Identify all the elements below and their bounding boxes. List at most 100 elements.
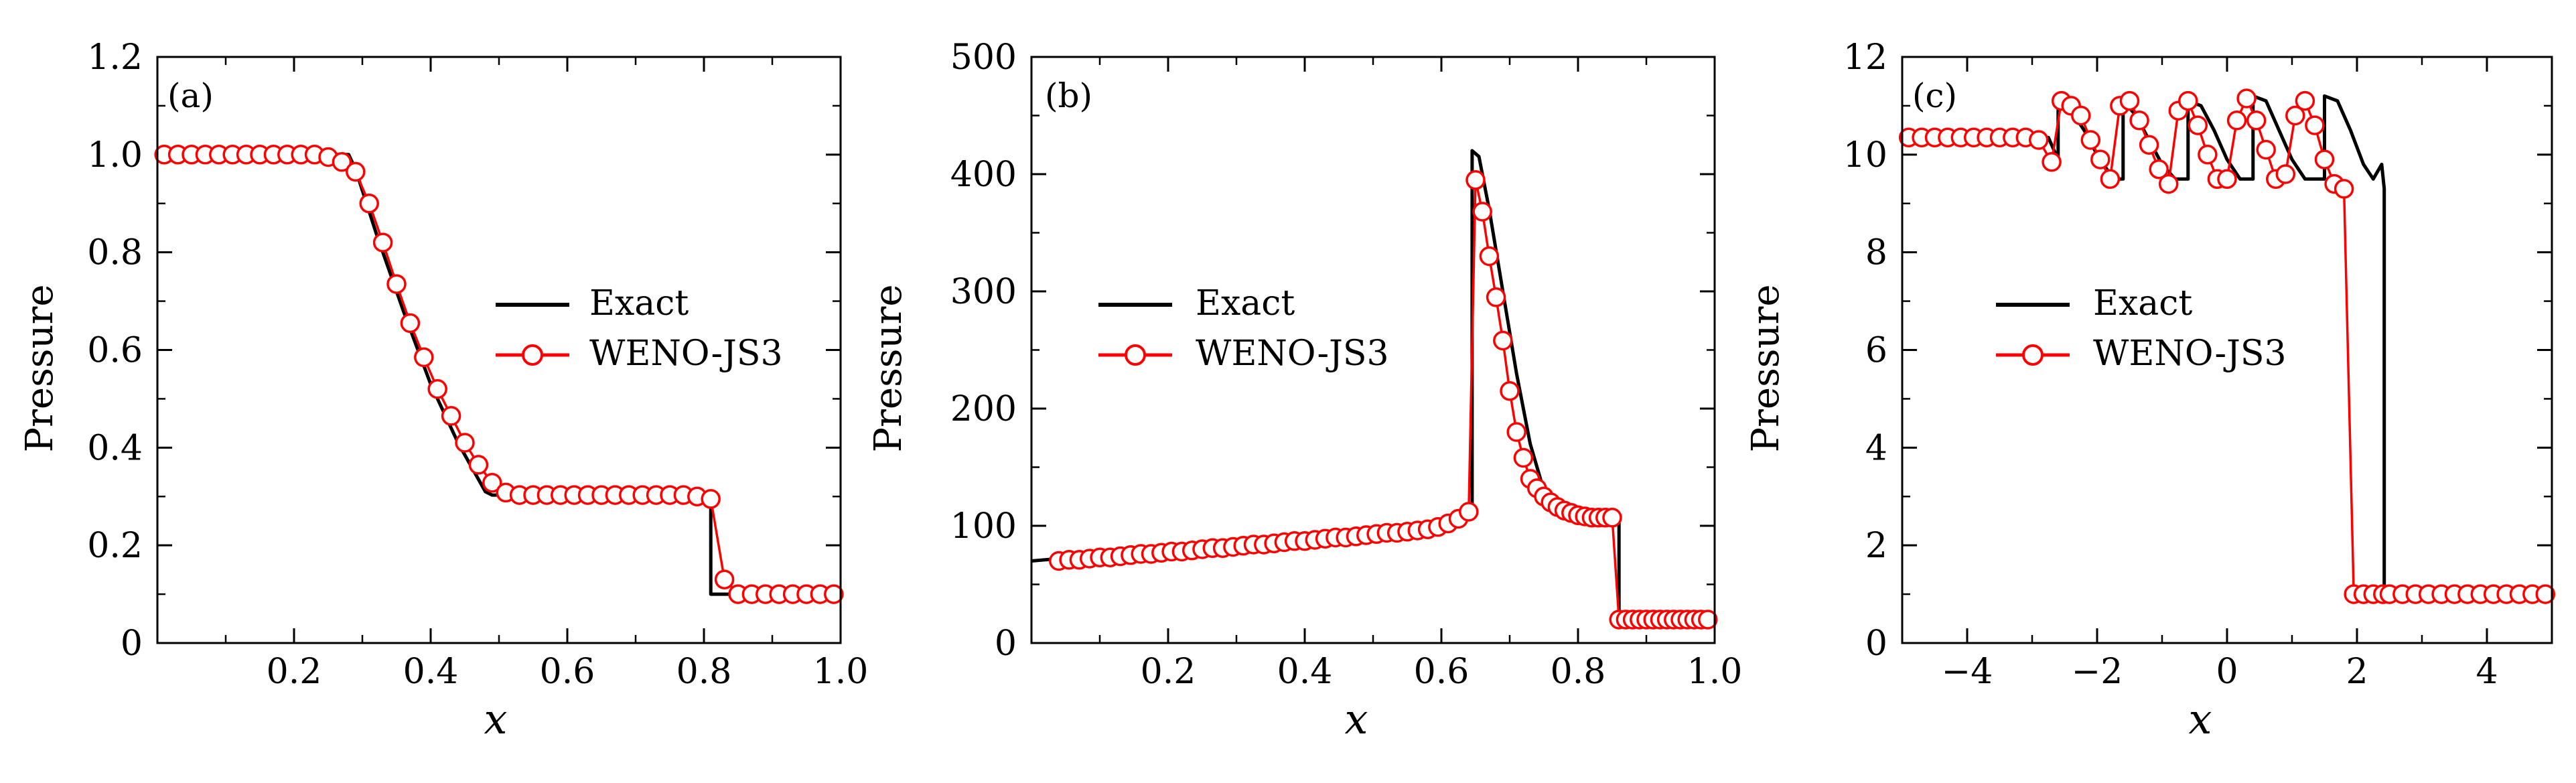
panel-a-xtick-label: 0.6 bbox=[540, 652, 595, 692]
panel-c-ylabel: Pressure bbox=[1744, 284, 1788, 452]
panel-c-weno-point bbox=[2217, 169, 2237, 190]
panel-b-weno-point bbox=[1506, 422, 1526, 442]
panel-c-weno-point bbox=[2119, 90, 2140, 111]
panel-c-weno-point bbox=[2090, 149, 2110, 169]
panel-c-weno-point bbox=[2236, 88, 2257, 109]
panel-b-weno-point bbox=[1479, 246, 1500, 267]
panel-b-legend-weno-marker bbox=[1125, 344, 1146, 366]
panel-a-weno-point bbox=[441, 406, 461, 426]
panel-a-series-weno-points bbox=[154, 145, 844, 604]
panel-a-weno-point bbox=[701, 489, 721, 509]
panel-a-weno-point bbox=[455, 433, 475, 453]
panel-a-series-weno-line bbox=[164, 153, 834, 595]
panel-c-xtick-label: 0 bbox=[2216, 652, 2238, 692]
panel-a-xtick-label: 0.8 bbox=[676, 652, 732, 692]
panel-b-ytick-label: 0 bbox=[995, 624, 1017, 664]
panel-c-weno-point bbox=[2178, 90, 2198, 111]
panel-a: (a) x Pressure Exact WENO-JS3 0.2 0.4 0.6 0… bbox=[18, 38, 868, 743]
panel-b-weno-point bbox=[1493, 330, 1513, 351]
panel-b-legend bbox=[1098, 303, 1172, 366]
panel-c-weno-point bbox=[2305, 115, 2325, 135]
panel-c-xtick-label: 4 bbox=[2476, 652, 2498, 692]
panel-b-ytick-label: 200 bbox=[950, 389, 1017, 429]
panel-c-weno-point bbox=[2028, 130, 2049, 150]
panel-c-weno-point bbox=[2314, 149, 2335, 169]
panel-c-legend-weno-marker bbox=[2022, 344, 2044, 366]
panel-a-xtick-label: 0.4 bbox=[403, 652, 459, 692]
panel-a-ytick-label: 0.8 bbox=[87, 233, 143, 273]
panel-b-xtick-label: 1.0 bbox=[1687, 652, 1743, 692]
panel-c-weno-point bbox=[2334, 179, 2354, 199]
panel-b-weno-point bbox=[1602, 508, 1622, 528]
panel-b-weno-point bbox=[1486, 287, 1506, 307]
panel-c-weno-point bbox=[2139, 135, 2159, 155]
panel-a-weno-point bbox=[332, 152, 352, 172]
panel-c-label: (c) bbox=[1912, 76, 1957, 115]
panel-c-series-weno-points bbox=[1898, 88, 2556, 604]
panel-a-ytick-label: 0.2 bbox=[87, 526, 143, 566]
panel-a-weno-point bbox=[346, 161, 366, 182]
panel-b-weno-point bbox=[1698, 610, 1718, 630]
panel-c-xtick-label: −2 bbox=[2072, 652, 2123, 692]
panel-a-ytick-label: 1.2 bbox=[87, 38, 143, 78]
panel-c-legend-exact-label: Exact bbox=[2093, 283, 2192, 324]
panel-a-weno-point bbox=[468, 455, 489, 475]
panel-a-ytick-label: 0.4 bbox=[87, 428, 143, 468]
panel-b-axes-frame bbox=[1030, 56, 1716, 644]
panel-a-ticks: 0.2 0.4 0.6 0.8 1.0 0 0.2 0.4 0.6 0.8 1.0 1.2 bbox=[87, 38, 868, 692]
panel-c-weno-point bbox=[2275, 164, 2296, 184]
panel-a-weno-point bbox=[482, 473, 502, 493]
panel-a-legend-exact-label: Exact bbox=[589, 283, 689, 324]
panel-c-xtick-label: 2 bbox=[2346, 652, 2368, 692]
panel-c-ytick-label: 0 bbox=[1865, 624, 1887, 664]
panel-a-ytick-label: 1.0 bbox=[87, 135, 143, 175]
panel-b-xtick-label: 0.2 bbox=[1141, 652, 1196, 692]
panel-a-ytick-label: 0 bbox=[121, 624, 143, 664]
panel-b-weno-point bbox=[1465, 170, 1486, 190]
panel-b-weno-point bbox=[1472, 202, 1492, 222]
panel-b-label: (b) bbox=[1045, 76, 1092, 115]
panel-c-legend bbox=[1996, 303, 2070, 366]
panel-a-xtick-label: 1.0 bbox=[813, 652, 869, 692]
panel-a-legend bbox=[496, 303, 569, 366]
panel-b-ytick-label: 300 bbox=[950, 272, 1017, 312]
panel-c-ytick-label: 6 bbox=[1865, 331, 1887, 371]
panel-b-weno-point bbox=[1500, 381, 1520, 401]
panel-b-series-weno-points bbox=[1049, 170, 1718, 630]
panel-a-axes-frame bbox=[156, 56, 842, 644]
panel-a-weno-point bbox=[386, 274, 407, 294]
panel-a-weno-point bbox=[359, 194, 379, 214]
panel-c-legend-weno-label: WENO-JS3 bbox=[2093, 334, 2287, 374]
panel-c: (c) x Pressure Exact WENO-JS3 −4 −2 0 2 4 0 2 4… bbox=[1744, 38, 2556, 743]
panel-c-weno-point bbox=[2285, 105, 2305, 126]
panel-c-weno-point bbox=[2295, 90, 2315, 111]
panel-c-weno-point bbox=[2246, 111, 2267, 131]
panel-c-axes-frame bbox=[1901, 56, 2553, 644]
panel-c-weno-point bbox=[2198, 145, 2218, 165]
panel-a-weno-point bbox=[372, 232, 393, 253]
panel-c-xtick-label: −4 bbox=[1942, 652, 1993, 692]
panel-a-weno-point bbox=[414, 347, 434, 368]
panel-c-ytick-label: 4 bbox=[1865, 428, 1887, 468]
panel-b-ylabel: Pressure bbox=[867, 284, 910, 452]
panel-b-legend-weno-label: WENO-JS3 bbox=[1196, 334, 1389, 374]
panel-c-weno-point bbox=[2080, 130, 2101, 150]
panel-a-xtick-label: 0.2 bbox=[267, 652, 322, 692]
panel-a-ylabel: Pressure bbox=[18, 284, 62, 452]
panel-a-legend-weno-marker bbox=[522, 344, 543, 366]
panel-c-weno-point bbox=[2535, 584, 2556, 604]
panel-c-weno-point bbox=[2149, 159, 2169, 180]
panel-c-ytick-label: 2 bbox=[1865, 526, 1887, 566]
panel-c-weno-point bbox=[2100, 169, 2121, 190]
panel-b-legend-exact-label: Exact bbox=[1196, 283, 1295, 324]
panel-b-xtick-label: 0.4 bbox=[1277, 652, 1333, 692]
panel-a-weno-point bbox=[714, 569, 735, 589]
panel-c-weno-point bbox=[2129, 111, 2149, 131]
panel-a-legend-weno-label: WENO-JS3 bbox=[589, 334, 783, 374]
panel-b-weno-point bbox=[1513, 447, 1534, 468]
panel-c-ytick-label: 12 bbox=[1843, 38, 1887, 78]
panel-a-ytick-label: 0.6 bbox=[87, 331, 143, 371]
panel-b-ytick-label: 500 bbox=[950, 38, 1017, 78]
panel-b-xtick-label: 0.8 bbox=[1551, 652, 1606, 692]
